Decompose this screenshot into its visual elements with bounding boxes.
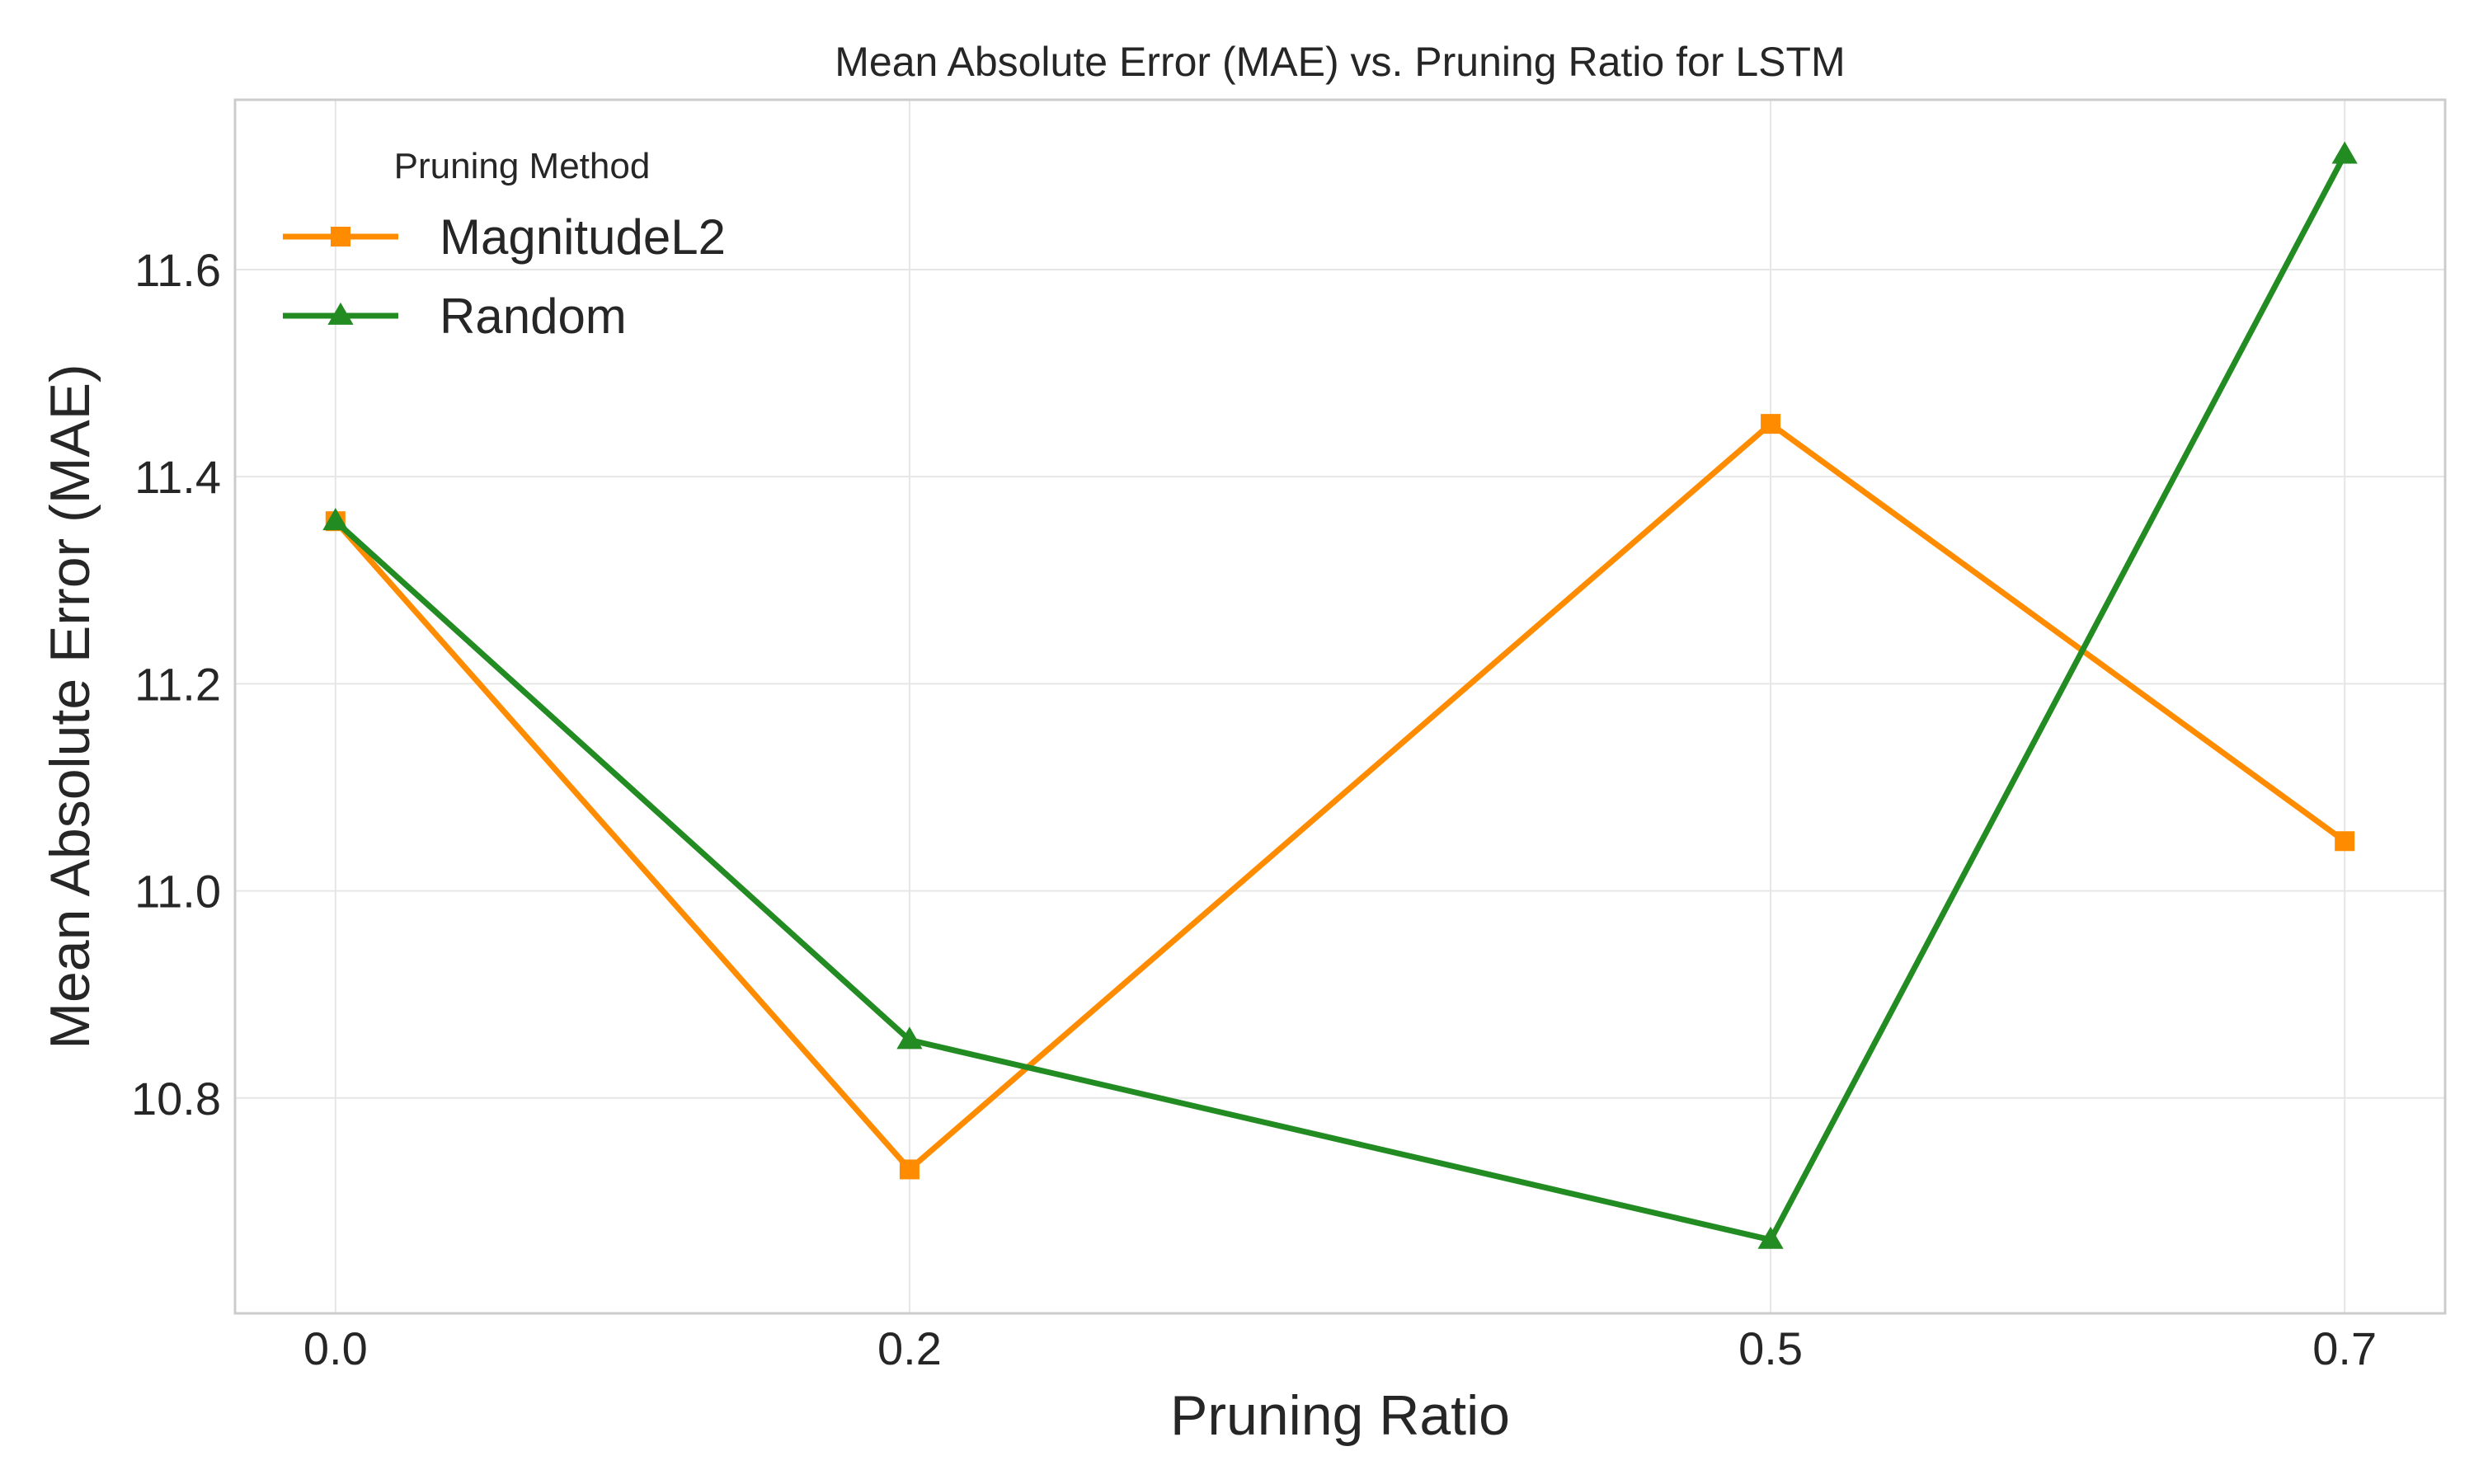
x-tick-label: 0.7 bbox=[2312, 1322, 2377, 1374]
y-tick-labels: 10.8 11.0 11.2 11.4 11.6 bbox=[131, 244, 221, 1125]
y-tick-label: 11.6 bbox=[134, 244, 221, 296]
y-tick-label: 11.0 bbox=[134, 866, 221, 918]
x-tick-label: 0.5 bbox=[1738, 1322, 1803, 1374]
series-random bbox=[322, 141, 2358, 1249]
y-tick-label: 10.8 bbox=[131, 1073, 221, 1125]
series-line-magnitudel2 bbox=[333, 420, 2347, 1172]
legend-marker bbox=[331, 227, 350, 247]
series-line-random bbox=[333, 153, 2348, 1243]
legend-item-magnitudel2: MagnitudeL2 bbox=[283, 209, 726, 265]
data-point-random bbox=[322, 508, 349, 531]
x-tick-label: 0.2 bbox=[877, 1322, 942, 1374]
data-point-magnitudel2 bbox=[899, 1159, 920, 1180]
legend-label: Random bbox=[440, 289, 627, 344]
x-axis-title: Pruning Ratio bbox=[1170, 1384, 1510, 1447]
series-layer bbox=[322, 141, 2358, 1249]
x-tick-labels: 0.0 0.2 0.5 0.7 bbox=[303, 1322, 2377, 1374]
y-axis-title: Mean Absolute Error (MAE) bbox=[39, 364, 101, 1049]
x-tick-label: 0.0 bbox=[303, 1322, 368, 1374]
chart-title: Mean Absolute Error (MAE) vs. Pruning Ra… bbox=[835, 39, 1845, 85]
plot-frame bbox=[233, 98, 2447, 1315]
legend-marker bbox=[327, 302, 354, 325]
series-magnitudel2 bbox=[325, 414, 2355, 1180]
data-point-magnitudel2 bbox=[1761, 414, 1781, 434]
y-tick-label: 11.2 bbox=[134, 658, 221, 710]
legend-item-random: Random bbox=[283, 289, 627, 344]
legend: Pruning Method MagnitudeL2 Random bbox=[283, 146, 726, 344]
data-point-random bbox=[896, 1026, 923, 1050]
data-point-random bbox=[1757, 1226, 1784, 1249]
grid bbox=[235, 100, 2445, 1313]
legend-items: MagnitudeL2 Random bbox=[283, 209, 726, 344]
y-tick-label: 11.4 bbox=[134, 451, 221, 503]
data-point-magnitudel2 bbox=[2335, 831, 2355, 852]
legend-label: MagnitudeL2 bbox=[440, 209, 726, 265]
legend-title: Pruning Method bbox=[394, 146, 651, 186]
data-point-random bbox=[2331, 141, 2358, 164]
